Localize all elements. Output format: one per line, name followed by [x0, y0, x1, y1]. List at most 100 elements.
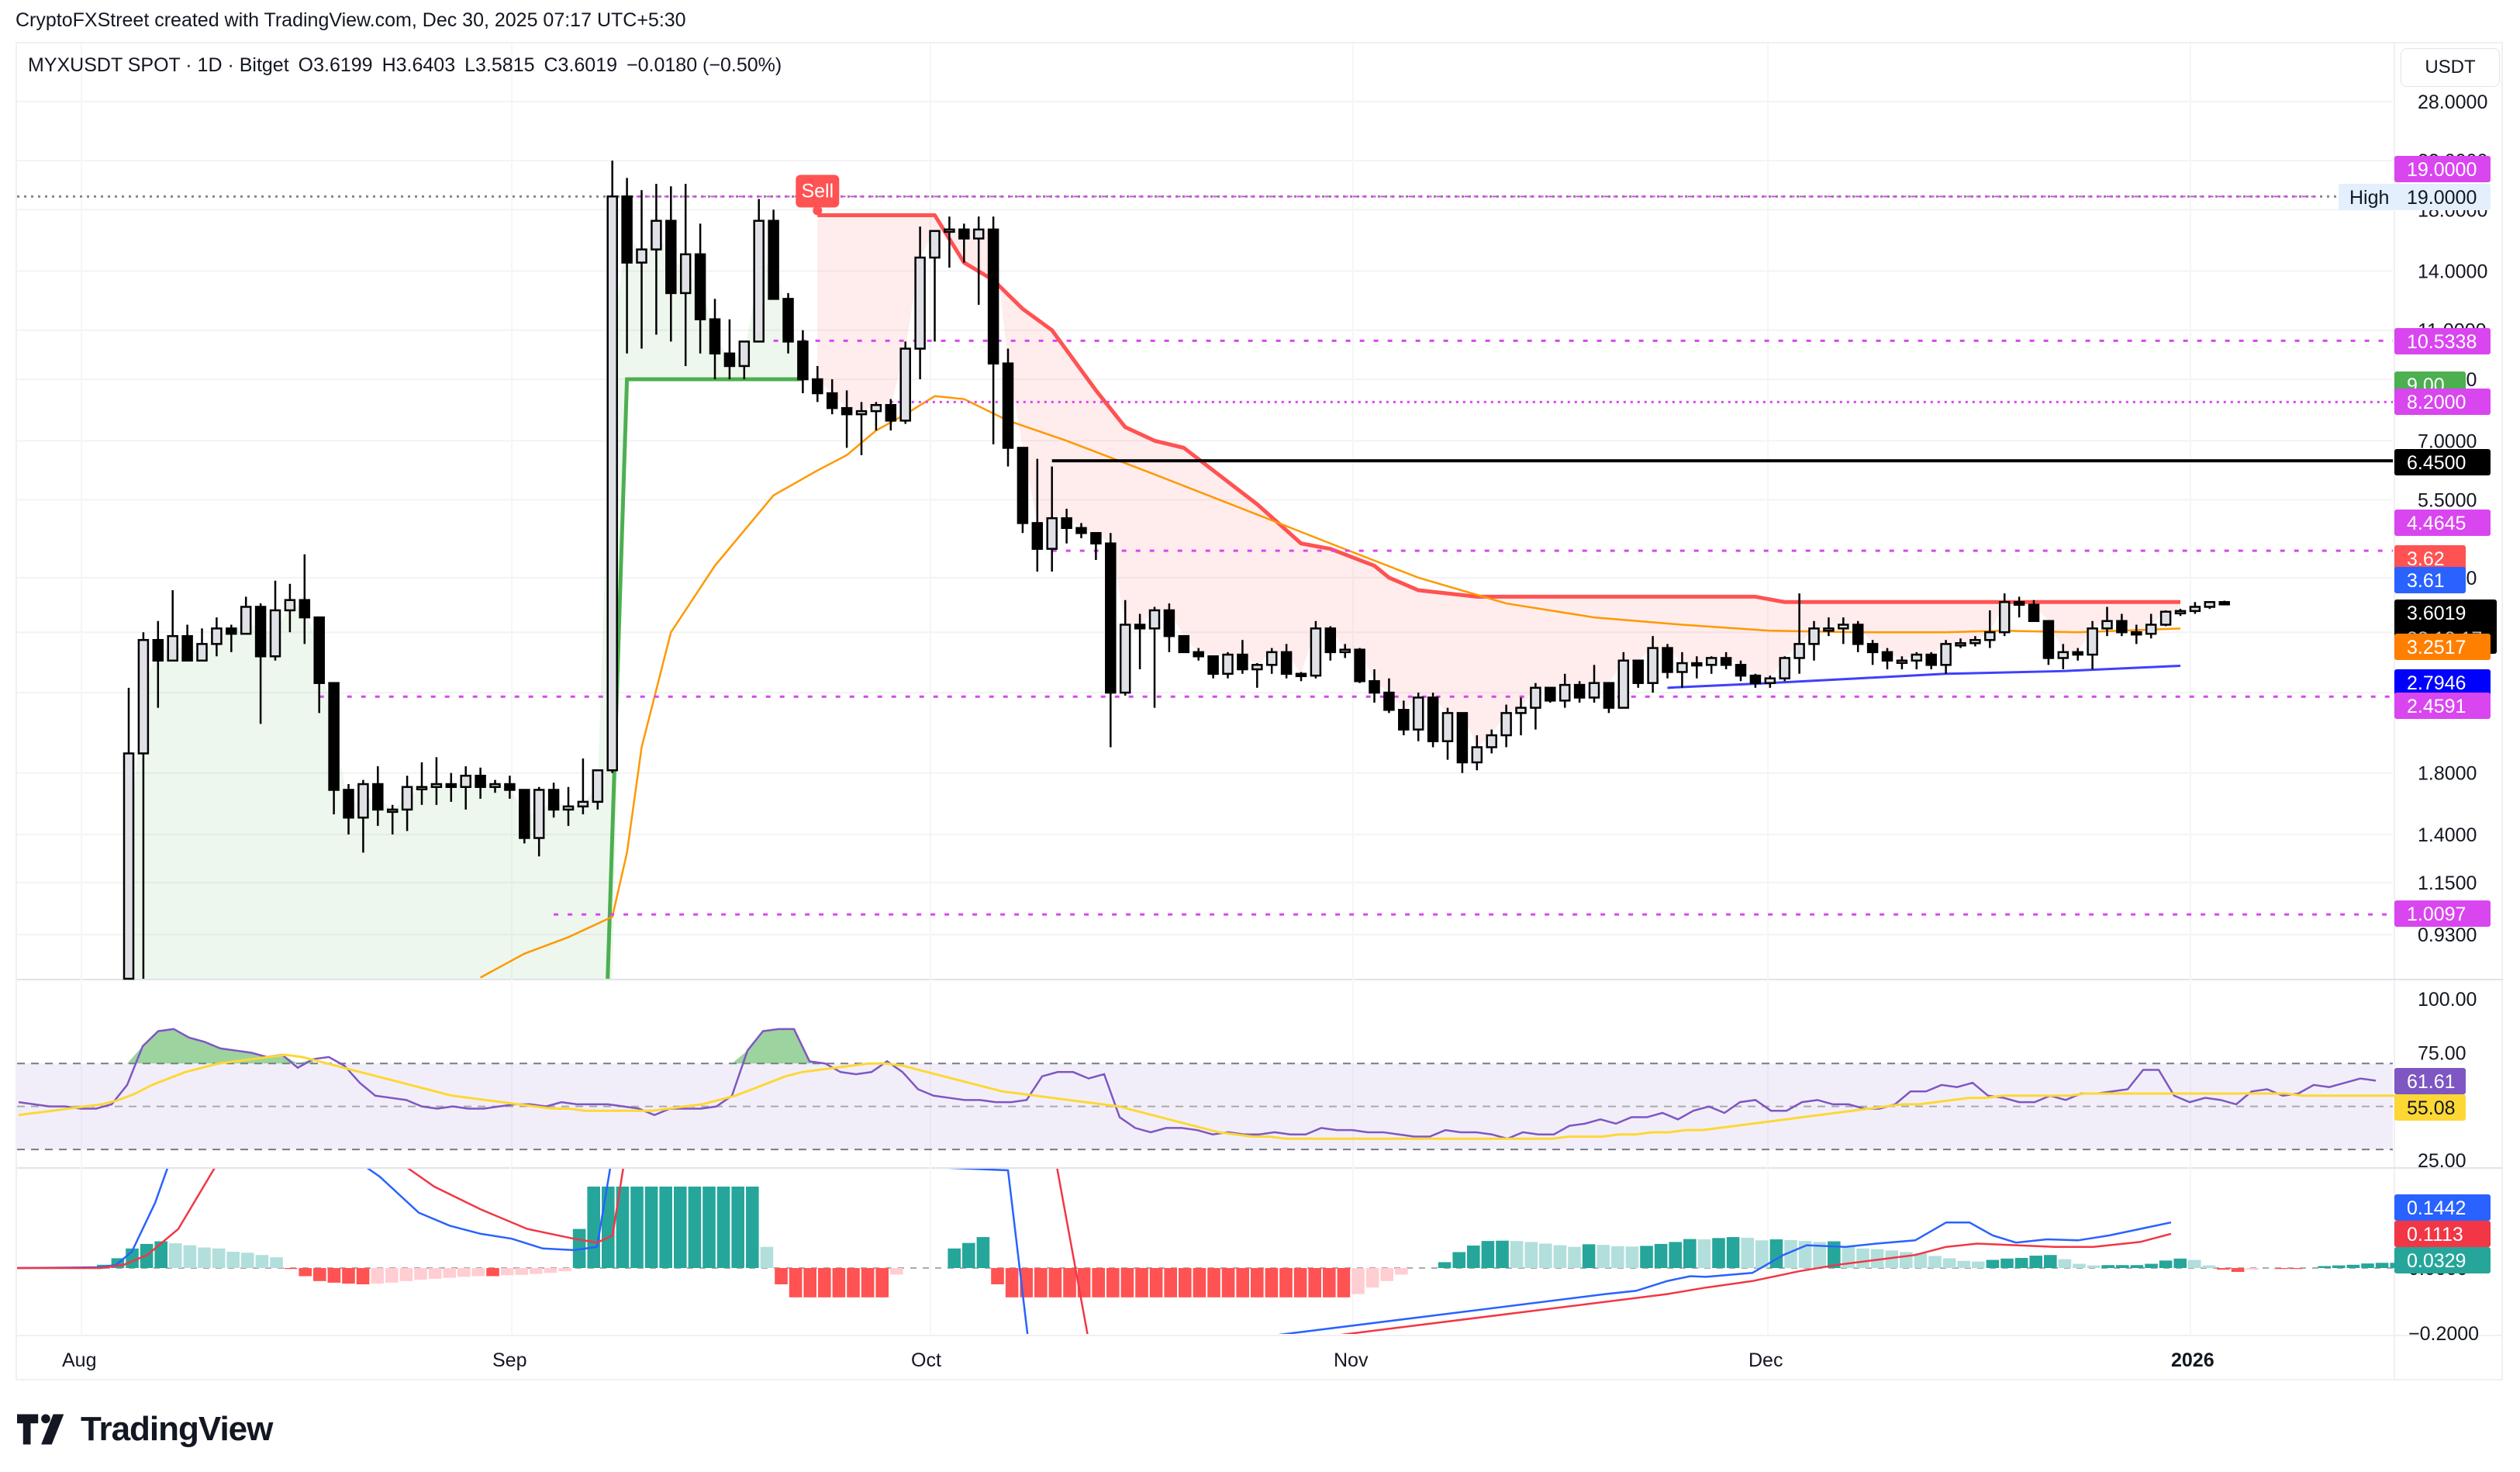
candle[interactable] [1720, 651, 1732, 670]
candle[interactable] [855, 402, 868, 455]
candle[interactable] [2145, 613, 2157, 639]
candle[interactable] [651, 184, 662, 335]
candle[interactable] [679, 184, 692, 366]
candle[interactable] [1573, 681, 1586, 703]
candle[interactable] [1237, 640, 1248, 674]
candle[interactable] [460, 766, 471, 810]
candle[interactable] [870, 402, 882, 431]
candle[interactable] [1075, 523, 1087, 538]
candle[interactable] [1838, 617, 1849, 644]
candle[interactable] [430, 757, 443, 805]
candle[interactable] [1280, 644, 1293, 679]
candle[interactable] [1178, 634, 1190, 654]
candle[interactable] [2204, 601, 2216, 610]
candle[interactable] [1647, 636, 1659, 693]
candle[interactable] [606, 161, 618, 773]
candle[interactable] [401, 776, 413, 831]
candle[interactable] [2116, 613, 2128, 637]
candle[interactable] [1779, 656, 1790, 682]
candle[interactable] [944, 216, 955, 268]
candle[interactable] [181, 624, 193, 662]
candle[interactable] [812, 365, 823, 403]
candle[interactable] [768, 209, 779, 300]
candle[interactable] [1515, 697, 1527, 736]
candle[interactable] [1061, 509, 1072, 544]
candle[interactable] [1310, 620, 1322, 679]
candle[interactable] [475, 767, 486, 799]
candle[interactable] [1969, 636, 1981, 647]
candle[interactable] [1398, 700, 1410, 736]
candle[interactable] [1984, 610, 1996, 648]
candle[interactable] [987, 216, 999, 444]
candle[interactable] [1925, 651, 1937, 670]
candle[interactable] [1486, 729, 1497, 754]
candle[interactable] [2028, 600, 2040, 623]
candle[interactable] [1764, 676, 1776, 688]
candle[interactable] [665, 186, 677, 342]
candle[interactable] [1222, 651, 1234, 679]
candle[interactable] [753, 199, 765, 343]
candle[interactable] [547, 783, 560, 818]
candle[interactable] [2189, 602, 2201, 614]
candle[interactable] [1793, 593, 1805, 674]
candle[interactable] [1676, 651, 1688, 688]
candle[interactable] [533, 786, 545, 857]
candle[interactable] [313, 616, 325, 714]
candle[interactable] [782, 292, 794, 354]
candle[interactable] [1662, 644, 1673, 679]
candle[interactable] [1148, 606, 1161, 708]
candle[interactable] [167, 589, 178, 662]
candle[interactable] [1369, 669, 1380, 703]
candle[interactable] [1749, 673, 1762, 688]
candle[interactable] [226, 624, 237, 652]
candle[interactable] [621, 178, 633, 354]
candle[interactable] [899, 341, 911, 424]
candle[interactable] [929, 230, 941, 342]
candle[interactable] [1090, 532, 1102, 561]
candle[interactable] [299, 554, 311, 644]
candle[interactable] [357, 779, 369, 853]
candle[interactable] [592, 769, 604, 810]
candle[interactable] [1691, 656, 1703, 679]
candle[interactable] [1163, 603, 1175, 652]
candle[interactable] [1559, 673, 1571, 708]
candle[interactable] [504, 776, 516, 799]
candle[interactable] [562, 786, 575, 826]
candle[interactable] [1412, 693, 1424, 741]
candle[interactable] [1324, 626, 1337, 661]
candle[interactable] [694, 223, 706, 354]
candle[interactable] [240, 596, 252, 635]
candle[interactable] [797, 330, 809, 394]
candle[interactable] [445, 772, 457, 802]
candle[interactable] [1940, 640, 1952, 674]
candle[interactable] [1735, 660, 1747, 682]
candle[interactable] [1530, 682, 1541, 730]
candle[interactable] [1427, 693, 1439, 748]
candle[interactable] [1588, 665, 1600, 703]
candle[interactable] [1193, 648, 1204, 661]
candle[interactable] [1017, 447, 1029, 534]
candle[interactable] [2218, 600, 2230, 606]
candle[interactable] [1031, 458, 1044, 572]
candle[interactable] [1617, 651, 1630, 709]
candle[interactable] [2057, 644, 2070, 670]
candle[interactable] [1471, 735, 1483, 771]
candle[interactable] [1046, 466, 1058, 572]
candle[interactable] [372, 766, 384, 826]
candle[interactable] [2087, 620, 2098, 670]
candle[interactable] [269, 580, 281, 661]
candle[interactable] [1911, 651, 1923, 670]
candle[interactable] [1383, 678, 1395, 714]
candle[interactable] [826, 379, 838, 415]
candle[interactable] [386, 804, 399, 834]
symbol-name[interactable]: MYXUSDT SPOT · 1D · Bitget [28, 54, 289, 76]
candle[interactable] [885, 399, 897, 431]
candle[interactable] [1134, 613, 1146, 670]
candle[interactable] [152, 620, 164, 708]
candle[interactable] [137, 632, 150, 979]
candle[interactable] [1998, 593, 2011, 637]
candle[interactable] [1955, 638, 1966, 648]
sell-signal-label[interactable]: Sell [796, 174, 840, 216]
candle[interactable] [709, 299, 721, 380]
